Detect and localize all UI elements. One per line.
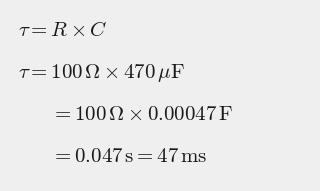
- Text: $\tau = R \times C$: $\tau = R \times C$: [18, 21, 107, 40]
- Text: $= 100\,\Omega \times 0.00047\,\mathrm{F}$: $= 100\,\Omega \times 0.00047\,\mathrm{F…: [51, 105, 234, 124]
- Text: $\tau = 100\,\Omega \times 470\,\mu\mathrm{F}$: $\tau = 100\,\Omega \times 470\,\mu\math…: [18, 62, 185, 84]
- Text: $= 0.047\,\mathrm{s} = 47\,\mathrm{ms}$: $= 0.047\,\mathrm{s} = 47\,\mathrm{ms}$: [51, 147, 208, 166]
